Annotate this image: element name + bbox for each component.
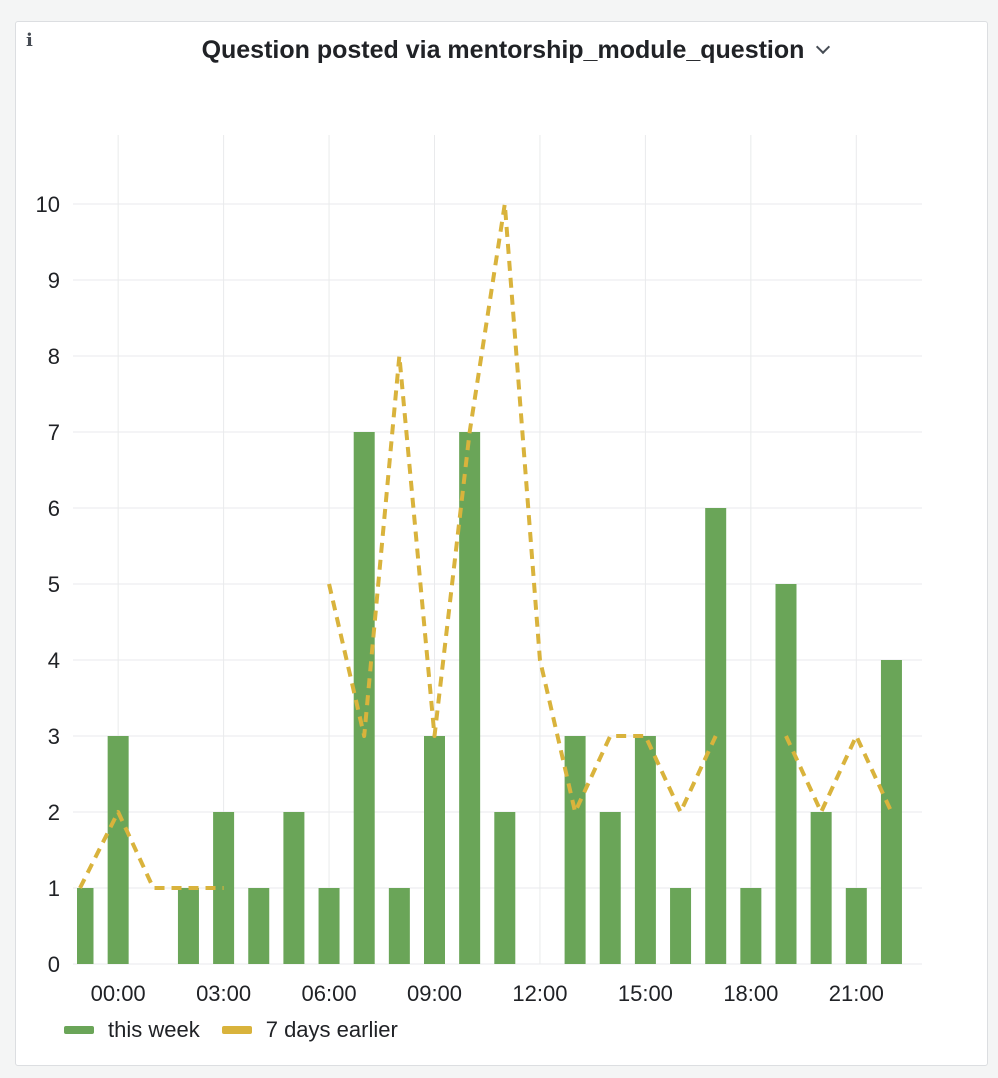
bar-this-week[interactable] xyxy=(177,888,199,964)
line-7-days-earlier[interactable] xyxy=(327,202,718,814)
bar-this-week[interactable] xyxy=(740,888,762,964)
bar-this-week[interactable] xyxy=(353,432,375,964)
legend: this week 7 days earlier xyxy=(64,1017,420,1043)
panel-title[interactable]: Question posted via mentorship_module_qu… xyxy=(201,36,805,64)
y-tick-label: 7 xyxy=(48,420,60,445)
bar-this-week[interactable] xyxy=(424,736,445,964)
legend-label-7-days-earlier: 7 days earlier xyxy=(265,1017,398,1042)
bar-this-week[interactable] xyxy=(459,432,481,964)
y-tick-label: 6 xyxy=(48,496,60,521)
bar-this-week[interactable] xyxy=(107,736,129,964)
y-tick-label: 9 xyxy=(48,268,60,293)
bar-this-week[interactable] xyxy=(564,736,586,964)
bar-this-week[interactable] xyxy=(810,812,832,964)
bar-this-week[interactable] xyxy=(283,812,305,964)
line-7-days-earlier[interactable] xyxy=(78,810,224,890)
panel-header: Question posted via mentorship_module_qu… xyxy=(0,36,998,65)
y-tick-label: 2 xyxy=(48,800,60,825)
x-tick-label: 06:00 xyxy=(302,981,357,1006)
bar-this-week[interactable] xyxy=(634,736,656,964)
bar-this-week[interactable] xyxy=(845,888,867,964)
y-tick-label: 1 xyxy=(48,876,60,901)
bar-this-week[interactable] xyxy=(77,888,94,964)
bar-this-week[interactable] xyxy=(494,812,516,964)
y-tick-label: 3 xyxy=(48,724,60,749)
bar-this-week[interactable] xyxy=(880,660,902,964)
legend-swatch-7-days-earlier xyxy=(221,1026,252,1034)
bar-this-week[interactable] xyxy=(599,812,621,964)
legend-item-this-week[interactable]: this week xyxy=(64,1017,200,1043)
x-tick-label: 15:00 xyxy=(618,981,673,1006)
y-tick-label: 0 xyxy=(48,952,60,977)
line-7-days-earlier[interactable] xyxy=(784,734,894,814)
legend-swatch-this-week xyxy=(64,1026,94,1034)
y-tick-label: 8 xyxy=(48,344,60,369)
y-tick-label: 10 xyxy=(36,192,60,217)
x-tick-label: 12:00 xyxy=(512,981,567,1006)
bar-this-week[interactable] xyxy=(318,888,340,964)
bar-this-week[interactable] xyxy=(670,888,692,964)
bar-this-week[interactable] xyxy=(248,888,270,964)
y-tick-label: 4 xyxy=(48,648,60,673)
x-tick-label: 21:00 xyxy=(829,981,884,1006)
bar-this-week[interactable] xyxy=(775,584,797,964)
legend-item-7-days-earlier[interactable]: 7 days earlier xyxy=(221,1017,398,1043)
x-tick-label: 09:00 xyxy=(407,981,462,1006)
legend-label-this-week: this week xyxy=(108,1017,200,1042)
x-tick-label: 18:00 xyxy=(723,981,778,1006)
y-tick-label: 5 xyxy=(48,572,60,597)
x-tick-label: 00:00 xyxy=(91,981,146,1006)
x-tick-label: 03:00 xyxy=(196,981,251,1006)
bar-this-week[interactable] xyxy=(388,888,410,964)
info-icon[interactable]: i xyxy=(26,30,33,51)
